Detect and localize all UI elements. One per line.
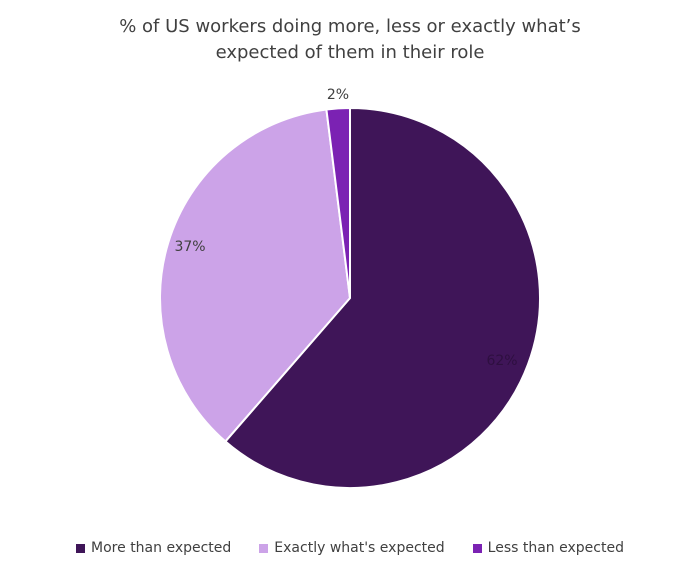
legend-swatch-3 [472, 543, 482, 553]
chart-title: % of US workers doing more, less or exac… [0, 14, 700, 66]
pie-data-label-2: 37% [174, 239, 205, 255]
pie-slice-1 [223, 106, 541, 489]
pie-data-label-1: 62% [486, 353, 517, 369]
legend-label-3: Less than expected [487, 540, 624, 556]
legend-swatch-2 [259, 543, 269, 553]
chart-title-line-1: % of US workers doing more, less or exac… [119, 16, 581, 37]
legend-item-2: Exactly what's expected [259, 540, 445, 556]
legend-swatch-1 [76, 543, 86, 553]
pie-data-label-3: 2% [327, 87, 349, 103]
pie-data-labels: 62% 37% 2% [174, 87, 517, 369]
legend-label-2: Exactly what's expected [274, 540, 445, 556]
legend-label-1: More than expected [91, 540, 232, 556]
legend-item-3: Less than expected [472, 540, 624, 556]
chart-title-line-2: expected of them in their role [215, 42, 485, 63]
pie-slices [159, 106, 541, 489]
pie-slice-2 [159, 108, 352, 443]
pie-slice-3 [325, 106, 351, 299]
legend-item-1: More than expected [76, 540, 231, 556]
legend: More than expected Exactly what's expecte… [0, 540, 700, 556]
